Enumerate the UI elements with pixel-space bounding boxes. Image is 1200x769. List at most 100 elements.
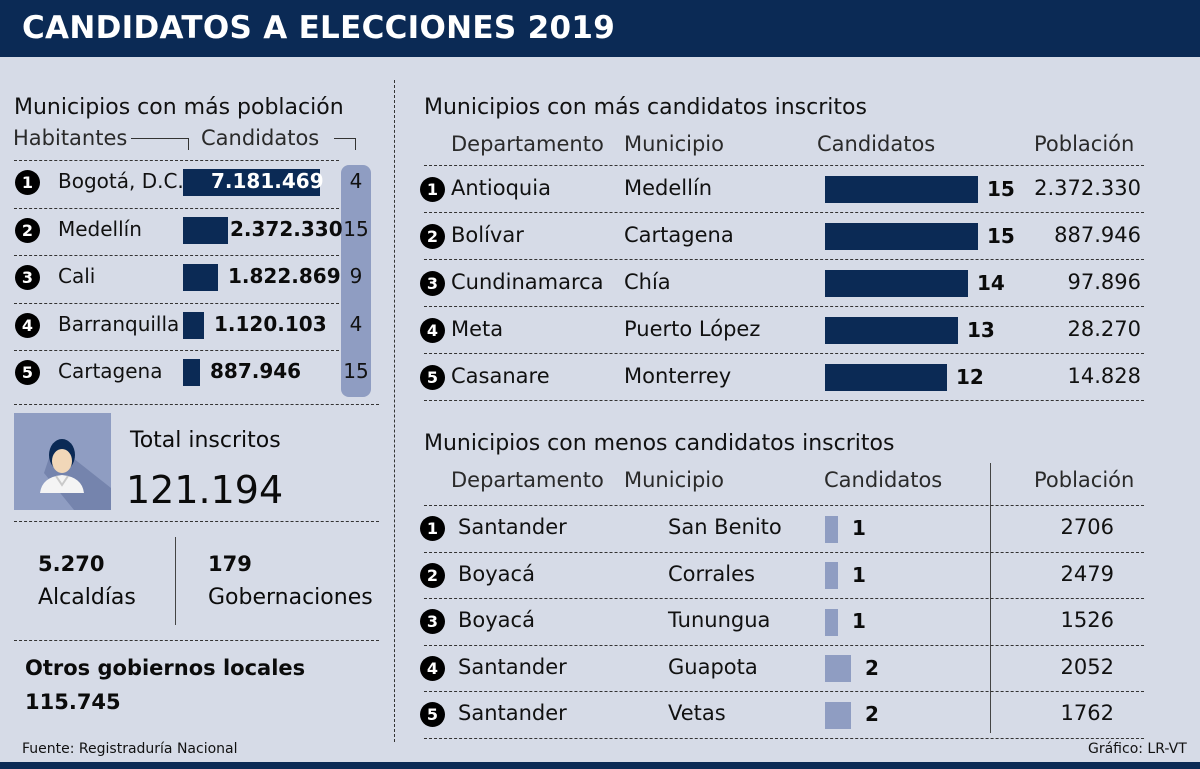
avatar (14, 413, 111, 510)
row-divider (424, 306, 1144, 307)
poblacion-cell: 14.828 (1067, 363, 1141, 388)
stat-divider (175, 537, 176, 625)
habitantes-bracket (131, 138, 189, 150)
row-divider (424, 505, 1144, 506)
credit-note: Gráfico: LR-VT (1088, 741, 1187, 757)
top-header-departamento: Departamento (451, 132, 604, 156)
source-note: Fuente: Registraduría Nacional (22, 741, 238, 757)
municipio-cell: Monterrey (624, 363, 732, 388)
candidatos-value: 12 (956, 364, 984, 389)
candidatos-column-bg (341, 165, 371, 397)
candidatos-bar (825, 608, 838, 636)
row-divider (424, 353, 1144, 354)
departamento-cell: Boyacá (458, 608, 535, 633)
city-name: Barranquilla (58, 311, 180, 336)
candidatos-bar (825, 701, 851, 729)
total-label: Total inscritos (130, 428, 281, 453)
divider (14, 404, 379, 405)
departamento-cell: Boyacá (458, 561, 535, 586)
rank-badge: 3 (420, 270, 445, 296)
poblacion-cell: 2052 (1060, 654, 1114, 679)
candidatos-value: 1 (852, 562, 866, 587)
alcaldias-label: Alcaldías (38, 585, 136, 610)
candidatos-count: 9 (349, 264, 363, 288)
candidatos-value: 13 (967, 317, 995, 342)
habitantes-header: Habitantes (13, 126, 128, 150)
candidatos-value: 14 (977, 270, 1005, 295)
row-divider (424, 551, 1144, 553)
candidatos-bar (825, 364, 947, 391)
poblacion-cell: 1762 (1060, 701, 1114, 726)
population-bar (183, 264, 218, 291)
bottom-bar (0, 762, 1200, 769)
row-divider (14, 255, 339, 256)
population-bar (183, 216, 228, 244)
poblacion-cell: 1526 (1060, 608, 1114, 633)
rank-badge: 4 (420, 655, 445, 681)
row-divider (424, 400, 1144, 401)
column-divider (394, 80, 395, 742)
municipio-cell: San Benito (668, 515, 782, 540)
header-bar: CANDIDATOS A ELECCIONES 2019 (0, 0, 1200, 57)
rank-badge: 2 (420, 562, 445, 588)
top-header-municipio: Municipio (624, 132, 724, 156)
city-name: Bogotá, D.C. (58, 169, 184, 193)
municipio-cell: Medellín (624, 175, 713, 200)
row-divider (14, 207, 339, 209)
rank-badge: 5 (420, 702, 445, 728)
departamento-cell: Santander (458, 515, 567, 540)
rank-badge: 2 (15, 217, 40, 243)
poblacion-cell: 2.372.330 (1034, 175, 1141, 200)
candidatos-value: 2 (865, 702, 879, 727)
rank-badge: 1 (420, 516, 445, 542)
candidatos-bar (825, 223, 978, 250)
municipio-cell: Guapota (668, 654, 758, 679)
municipio-cell: Vetas (668, 701, 726, 726)
rank-badge: 1 (15, 170, 40, 195)
candidatos-header: Candidatos (201, 126, 320, 150)
population-label: 7.181.469 (211, 169, 324, 193)
row-divider (14, 160, 339, 161)
top-section-title: Municipios con más candidatos inscritos (424, 95, 867, 120)
rank-badge: 4 (15, 312, 40, 338)
candidatos-bar (825, 317, 958, 344)
row-divider (424, 644, 1144, 646)
gobernaciones-value: 179 (208, 552, 252, 576)
departamento-cell: Meta (451, 316, 504, 341)
row-divider (424, 691, 1144, 692)
city-name: Cali (58, 264, 96, 288)
candidatos-count: 4 (349, 169, 363, 193)
candidatos-value: 1 (852, 516, 866, 541)
departamento-cell: Cundinamarca (451, 269, 604, 294)
total-value: 121.194 (126, 468, 284, 512)
municipio-cell: Chía (624, 269, 671, 294)
row-divider (424, 165, 1144, 166)
candidatos-value: 1 (852, 609, 866, 634)
city-name: Medellín (58, 216, 142, 241)
municipio-cell: Corrales (668, 561, 755, 586)
population-label: 1.822.869 (228, 264, 341, 288)
candidatos-value: 15 (987, 223, 1015, 248)
rank-badge: 2 (420, 223, 445, 249)
divider (14, 521, 379, 522)
divider (14, 640, 379, 641)
poblacion-cell: 887.946 (1054, 222, 1141, 247)
rank-badge: 3 (15, 265, 40, 290)
row-divider (14, 350, 339, 351)
candidatos-count: 4 (349, 311, 363, 336)
city-name: Cartagena (58, 359, 163, 383)
poblacion-cell: 2479 (1060, 561, 1114, 586)
top-header-candidatos: Candidatos (817, 132, 936, 156)
candidatos-count: 15 (343, 216, 369, 241)
bottom-header-municipio: Municipio (624, 468, 724, 492)
left-section-title: Municipios con más población (14, 95, 344, 120)
otros-value: 115.745 (25, 690, 121, 714)
departamento-cell: Santander (458, 701, 567, 726)
departamento-cell: Casanare (451, 363, 550, 388)
candidatos-bracket (334, 138, 356, 150)
row-divider (424, 212, 1144, 213)
bottom-header-candidatos: Candidatos (824, 468, 943, 492)
page-title: CANDIDATOS A ELECCIONES 2019 (22, 10, 616, 46)
departamento-cell: Bolívar (451, 222, 524, 247)
poblacion-cell: 2706 (1060, 515, 1114, 540)
